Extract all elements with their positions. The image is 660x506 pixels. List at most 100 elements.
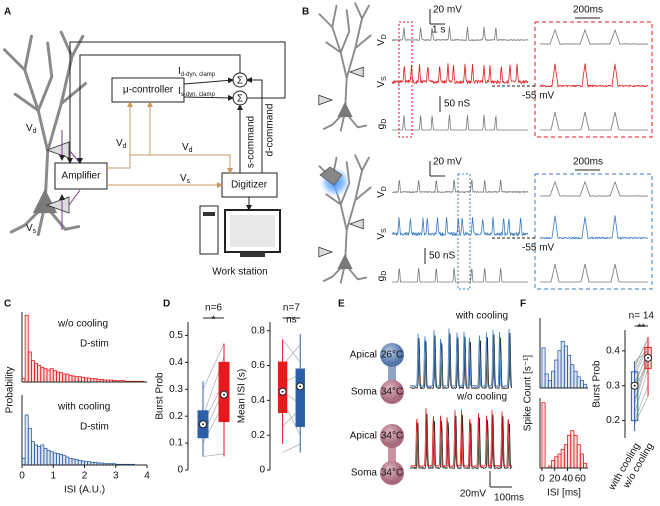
scale-label: 20 mV bbox=[433, 157, 462, 168]
histogram-bar bbox=[551, 460, 556, 469]
label-sub: D bbox=[381, 119, 388, 124]
feedback-line bbox=[77, 54, 241, 164]
y-tick-label: 0.5 bbox=[169, 330, 183, 341]
scale-label: 20 mV bbox=[433, 5, 462, 16]
x-axis-label: ISI (A.U.) bbox=[64, 485, 105, 496]
signal-line bbox=[107, 101, 133, 169]
scale-label: 50 nS bbox=[429, 251, 455, 262]
histogram-bar bbox=[570, 364, 575, 389]
soma bbox=[32, 188, 58, 214]
median-dot bbox=[633, 384, 636, 387]
histogram-bar bbox=[49, 451, 54, 466]
histogram-bar bbox=[579, 453, 584, 469]
histogram-bar bbox=[59, 453, 64, 466]
histogram-bar bbox=[77, 376, 82, 383]
box bbox=[630, 371, 639, 422]
histogram-bar bbox=[583, 383, 588, 389]
histogram-bar bbox=[87, 377, 92, 383]
panel-label: F bbox=[520, 299, 526, 310]
label-sub: S bbox=[381, 76, 388, 81]
scale-label: 20mV bbox=[460, 489, 486, 500]
rest-label: -55 mV bbox=[522, 91, 555, 102]
significance-label: * bbox=[212, 315, 216, 326]
y-tick-label: 0.4 bbox=[169, 357, 183, 368]
histogram-bar bbox=[576, 376, 581, 389]
histogram-bar bbox=[27, 427, 32, 466]
histogram-bar bbox=[62, 373, 67, 383]
histogram-bar bbox=[40, 366, 45, 383]
y-tick-label: 0.2 bbox=[251, 430, 265, 441]
temperature-label: 34°C bbox=[381, 431, 403, 442]
histogram-bar bbox=[68, 374, 73, 383]
y-axis-label: Burst Prob bbox=[155, 372, 166, 420]
cooling-device bbox=[319, 166, 343, 186]
histogram-bar bbox=[77, 459, 82, 466]
digitizer-label: Digitizer bbox=[231, 180, 268, 191]
connector bbox=[68, 149, 81, 164]
zoom-box bbox=[534, 173, 653, 290]
y-tick-label: 0.6 bbox=[251, 360, 265, 371]
y-tick-label: 0.8 bbox=[251, 325, 265, 336]
histogram-bar bbox=[567, 354, 572, 389]
box bbox=[277, 361, 288, 414]
label-main: V bbox=[376, 81, 387, 88]
trace-label: gD bbox=[376, 271, 389, 282]
histogram-bar bbox=[37, 445, 42, 466]
trace bbox=[392, 267, 528, 283]
clamp-label: Is-dyn. clamp bbox=[178, 86, 215, 98]
label-main: V bbox=[116, 138, 123, 149]
histogram-bar bbox=[46, 369, 51, 383]
y-axis-label: Mean ISI (s) bbox=[237, 369, 248, 423]
soma bbox=[337, 101, 353, 118]
histogram-bar bbox=[74, 459, 79, 466]
site-label: Soma bbox=[351, 387, 378, 398]
histogram-bar bbox=[74, 376, 79, 383]
trace bbox=[391, 63, 529, 85]
median-dot bbox=[299, 385, 302, 388]
clamp-label: Id-dyn. clamp bbox=[178, 66, 216, 78]
vd-label: Vd bbox=[182, 142, 193, 155]
histogram-bar bbox=[49, 368, 54, 383]
histogram-bar bbox=[52, 370, 57, 383]
paired-line bbox=[634, 336, 649, 369]
x-tick-label: 0 bbox=[539, 474, 545, 485]
histogram-bar bbox=[573, 434, 578, 469]
histogram-bar bbox=[30, 360, 35, 383]
soma bbox=[337, 253, 353, 270]
n-label: n=6 bbox=[205, 303, 222, 314]
paired-line bbox=[634, 396, 649, 425]
label-sub: d bbox=[123, 143, 127, 150]
histogram-bar bbox=[80, 460, 85, 466]
scale-label: 200ms bbox=[573, 157, 603, 168]
histogram-bar bbox=[547, 380, 552, 389]
histogram-bar bbox=[65, 456, 70, 466]
label-main: I bbox=[178, 66, 181, 77]
y-tick-label: 0.3 bbox=[169, 384, 183, 395]
label-main: V bbox=[376, 191, 387, 198]
annotation: w/o cooling bbox=[57, 319, 108, 330]
x-tick-label: 2 bbox=[82, 471, 88, 482]
label-sub: d bbox=[189, 147, 193, 154]
zoom-box bbox=[534, 21, 653, 138]
histogram-bar bbox=[583, 462, 588, 469]
trace bbox=[539, 215, 649, 240]
paired-line bbox=[634, 368, 649, 414]
histogram-bar bbox=[560, 448, 565, 469]
median-dot bbox=[202, 423, 204, 426]
trace-label: VS bbox=[376, 76, 389, 88]
y-tick-label: 0 bbox=[177, 465, 183, 476]
median-dot bbox=[647, 356, 650, 359]
temperature-ball bbox=[380, 424, 404, 448]
dendrites bbox=[318, 2, 372, 132]
y-tick-label: 0.4 bbox=[251, 395, 265, 406]
x-tick-label: 1 bbox=[50, 471, 56, 482]
site-label: Apical bbox=[350, 350, 377, 361]
command-label: s-command bbox=[246, 116, 257, 168]
pipette bbox=[348, 218, 364, 230]
trace-label: VD bbox=[376, 186, 389, 198]
paired-line bbox=[282, 443, 301, 453]
histogram-bar bbox=[52, 452, 57, 466]
histogram-bar bbox=[554, 456, 559, 469]
monitor-base bbox=[240, 252, 265, 257]
